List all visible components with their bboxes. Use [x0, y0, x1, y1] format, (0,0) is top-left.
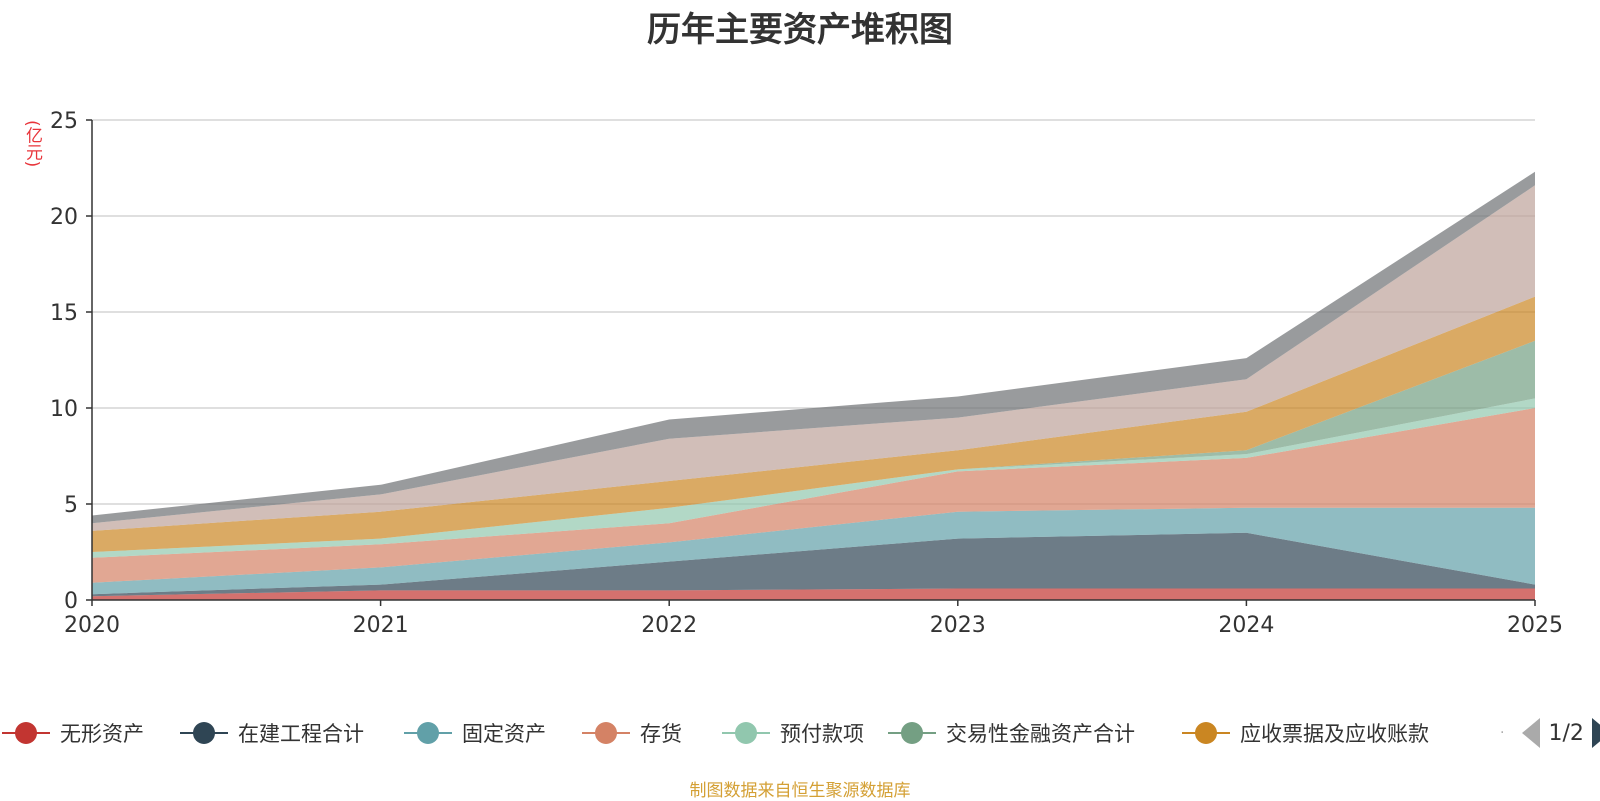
area-应收票据及应收账款[interactable]	[92, 296, 1535, 552]
y-tick-label: 15	[50, 301, 78, 326]
area-固定资产[interactable]	[92, 507, 1535, 595]
legend-item[interactable]: 预付款项	[720, 715, 864, 751]
x-tick-label: 2022	[641, 613, 697, 638]
data-source-footer: 制图数据来自恒生聚源数据库	[689, 781, 911, 801]
area-在建工程合计[interactable]	[92, 532, 1535, 597]
legend-item[interactable]: 固定资产	[402, 715, 546, 751]
x-tick-label: 2023	[930, 613, 986, 638]
area-存货[interactable]	[92, 408, 1535, 583]
legend-swatch-icon	[178, 721, 230, 745]
legend-item[interactable]: 存货	[580, 715, 682, 751]
legend: 无形资产 在建工程合计 固定资产 存货 预付款项 交易性金融资产合计 应收票据及应收账款	[0, 715, 1600, 751]
area-无形资产[interactable]	[92, 588, 1535, 601]
legend-swatch-icon	[402, 721, 454, 745]
legend-dot: ·	[1500, 725, 1505, 741]
x-tick-label: 2025	[1507, 613, 1563, 638]
y-tick-label: 5	[64, 493, 78, 518]
y-axis-unit: (亿元)	[22, 120, 42, 168]
legend-label: 存货	[640, 722, 682, 746]
legend-label: 应收票据及应收账款	[1240, 722, 1429, 746]
legend-item[interactable]: 应收票据及应收账款	[1180, 715, 1429, 751]
legend-swatch-icon	[720, 721, 772, 745]
legend-item[interactable]: 在建工程合计	[178, 715, 364, 751]
legend-label: 无形资产	[60, 722, 144, 746]
area-其他[interactable]	[92, 185, 1535, 531]
chart-title: 历年主要资产堆积图	[647, 10, 953, 50]
y-tick-label: 20	[50, 205, 78, 230]
legend-page-indicator: 1/2	[1548, 720, 1584, 746]
y-tick-label: 25	[50, 109, 78, 134]
legend-next-page-icon[interactable]	[1591, 718, 1600, 748]
legend-prev-page-icon[interactable]	[1522, 718, 1541, 748]
legend-swatch-icon	[1180, 721, 1232, 745]
legend-label: 固定资产	[462, 722, 546, 746]
legend-label: 交易性金融资产合计	[946, 722, 1135, 746]
area-series	[92, 171, 1535, 601]
legend-pager: · 1/2	[1500, 718, 1600, 748]
y-tick-label: 0	[64, 589, 78, 614]
legend-swatch-icon	[886, 721, 938, 745]
legend-item[interactable]: 交易性金融资产合计	[886, 715, 1135, 751]
x-tick-label: 2024	[1218, 613, 1274, 638]
legend-item[interactable]: 无形资产	[0, 715, 144, 751]
legend-label: 在建工程合计	[238, 722, 364, 746]
legend-swatch-icon	[0, 721, 52, 745]
legend-swatch-icon	[580, 721, 632, 745]
legend-label: 预付款项	[780, 722, 864, 746]
x-tick-label: 2021	[353, 613, 409, 638]
x-tick-label: 2020	[64, 613, 120, 638]
y-tick-label: 10	[50, 397, 78, 422]
